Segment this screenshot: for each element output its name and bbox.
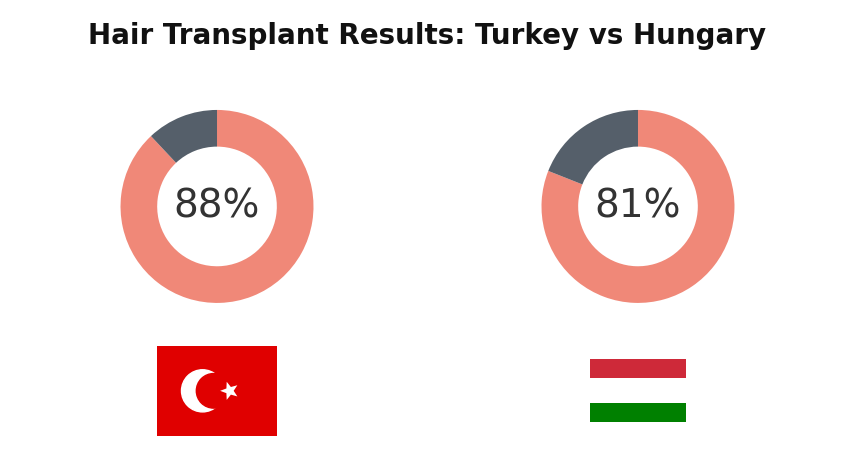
Text: Hair Transplant Results: Turkey vs Hungary: Hair Transplant Results: Turkey vs Hunga… — [88, 22, 767, 50]
FancyBboxPatch shape — [590, 359, 686, 378]
FancyBboxPatch shape — [156, 346, 277, 436]
FancyBboxPatch shape — [590, 403, 686, 423]
Circle shape — [197, 374, 231, 408]
Circle shape — [181, 370, 224, 412]
Polygon shape — [220, 382, 238, 400]
Wedge shape — [541, 110, 734, 303]
Text: 81%: 81% — [595, 188, 681, 225]
Wedge shape — [548, 110, 638, 184]
Wedge shape — [151, 110, 217, 163]
Text: 88%: 88% — [174, 188, 260, 225]
Wedge shape — [121, 110, 314, 303]
